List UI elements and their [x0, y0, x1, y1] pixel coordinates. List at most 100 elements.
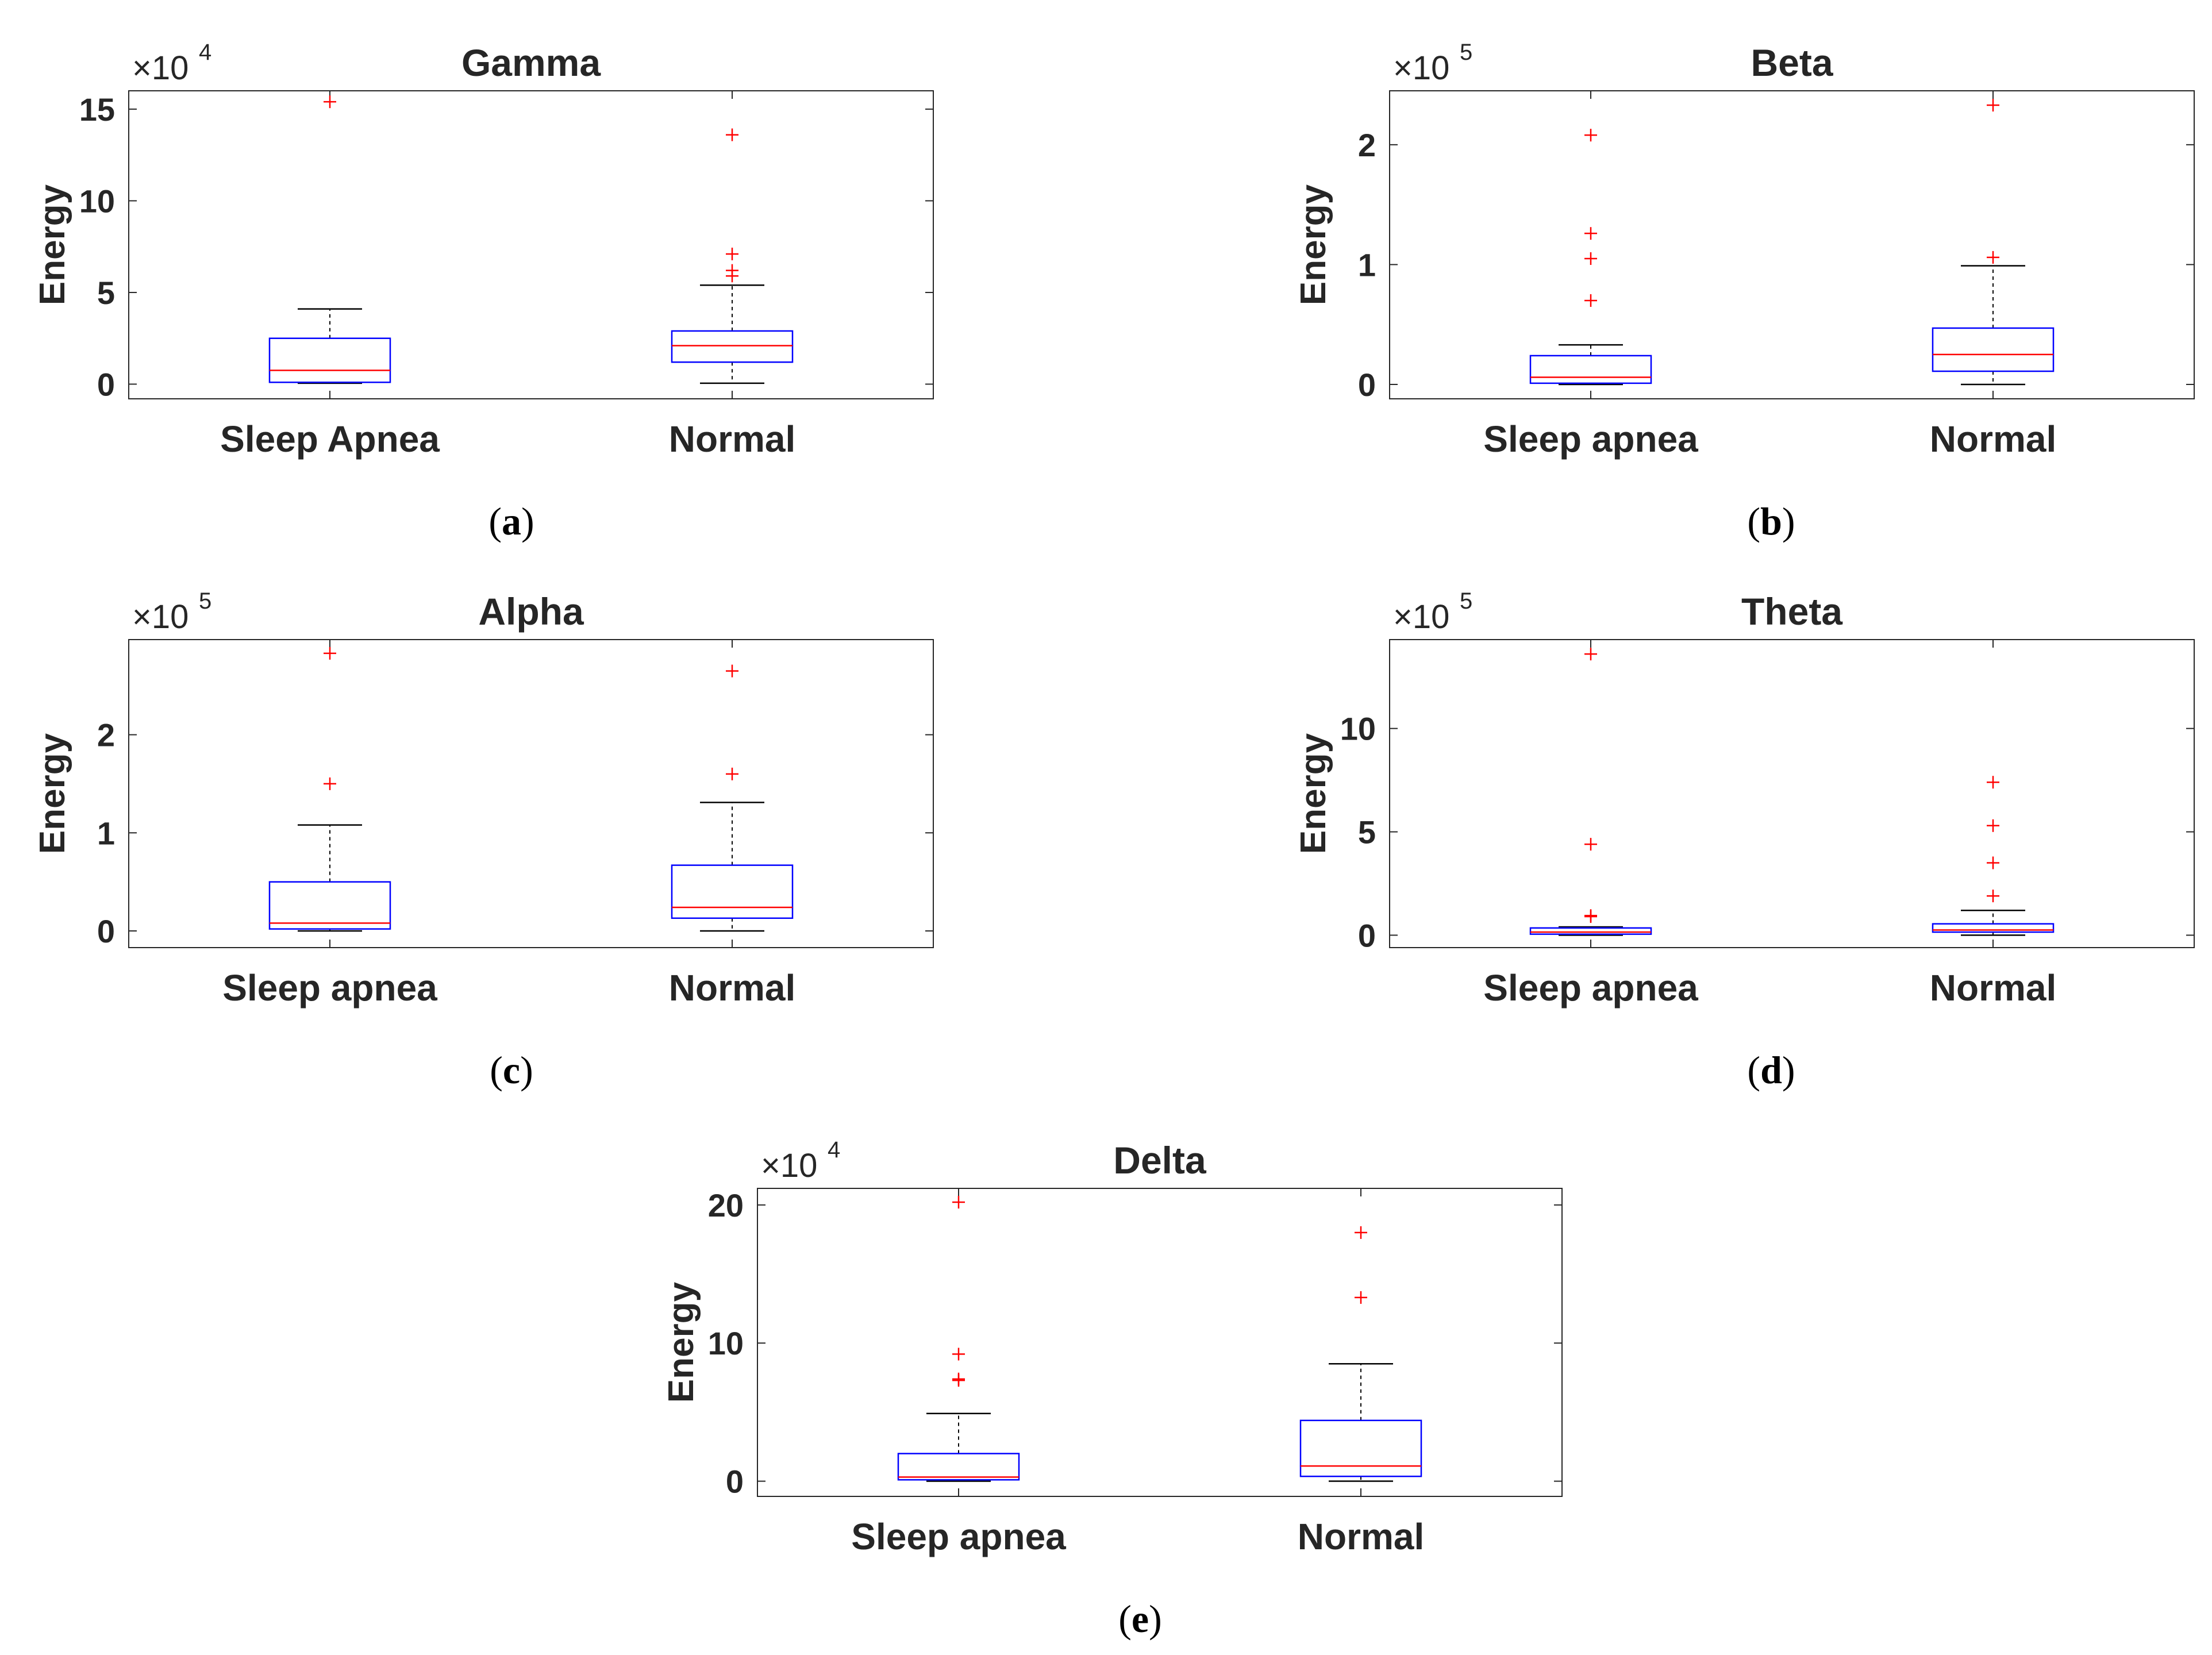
chart-title: Gamma [461, 41, 601, 84]
axis-exponent-power: 5 [1460, 588, 1472, 614]
subplot-b: 0 1 2 Sleep apnea Normal Beta ×10 5 Energy (b) [1294, 40, 2195, 543]
outlier-marker [324, 646, 336, 660]
axis-exponent: ×10 5 [1393, 588, 1472, 636]
outlier-marker [1987, 99, 1999, 112]
plot-area-b [1389, 90, 2195, 399]
y-tick-label: 0 [1358, 367, 1376, 403]
axis-exponent-power: 4 [199, 40, 211, 65]
outlier-marker [1987, 776, 1999, 789]
outlier-marker [324, 777, 336, 790]
caption-paren-open: ( [490, 1048, 503, 1092]
axis-exponent-base: ×10 [1393, 49, 1449, 87]
caption-paren-open: ( [1747, 1048, 1760, 1092]
outlier-marker [1584, 909, 1597, 922]
plot-area-d [1389, 639, 2195, 948]
category-label: Sleep apnea [222, 967, 437, 1009]
category-label: Sleep apnea [851, 1516, 1066, 1557]
caption-paren-close: ) [1782, 499, 1795, 543]
panel-caption: (d) [1747, 1048, 1795, 1092]
box-apnea [1529, 129, 1652, 386]
outlier-marker [1987, 819, 1999, 832]
y-tick-label: 10 [79, 183, 115, 219]
iqr-box [1529, 355, 1652, 384]
box-normal [1932, 776, 2055, 936]
panel-caption: (c) [490, 1048, 533, 1092]
category-label: Normal [1298, 1516, 1425, 1557]
outlier-marker [1584, 227, 1597, 240]
axis-exponent-base: ×10 [132, 49, 188, 87]
chart-title: Alpha [478, 590, 584, 633]
caption-paren-close: ) [520, 1048, 533, 1092]
category-label: Sleep Apnea [220, 418, 440, 460]
subplot-a: 0 5 10 15 Sleep Apnea Normal Gamma ×10 4 Energy (a… [33, 40, 934, 543]
outlier-marker [952, 1196, 965, 1209]
iqr-box [1932, 923, 2055, 933]
box-apnea [897, 1196, 1020, 1482]
box-apnea [268, 95, 391, 384]
box-apnea [268, 646, 391, 932]
iqr-box [1299, 1419, 1422, 1477]
box-apnea [1529, 648, 1652, 936]
subplot-d: 0 5 10 Sleep apnea Normal Theta ×10 5 Energy (d) [1294, 588, 2195, 1092]
outlier-marker [952, 1348, 965, 1361]
y-axis-label: Energy [1294, 184, 1333, 305]
outlier-marker [1987, 856, 1999, 869]
y-tick-label: 10 [1340, 711, 1376, 747]
y-tick-label: 1 [1358, 247, 1376, 283]
outlier-marker [726, 264, 738, 277]
axis-exponent-power: 5 [1460, 40, 1472, 65]
y-tick-label: 5 [1358, 814, 1376, 850]
axis-exponent: ×10 4 [132, 40, 211, 87]
outlier-marker [1584, 294, 1597, 307]
outlier-marker [324, 95, 336, 109]
y-tick-label: 10 [708, 1325, 744, 1361]
caption-letter: e [1132, 1597, 1149, 1641]
y-axis-label: Energy [661, 1281, 701, 1403]
outlier-marker [1987, 251, 1999, 264]
axis-exponent: ×10 5 [1393, 40, 1472, 87]
plot-area-a [128, 90, 934, 399]
plot-area-c [128, 639, 934, 948]
axis-exponent: ×10 4 [761, 1137, 840, 1184]
category-label: Normal [669, 418, 796, 460]
category-label: Normal [669, 967, 796, 1009]
outlier-marker [726, 128, 738, 141]
caption-letter: d [1760, 1048, 1782, 1092]
y-tick-label: 0 [97, 366, 115, 402]
category-label: Sleep apnea [1483, 967, 1698, 1009]
box-normal [1299, 1226, 1422, 1482]
iqr-box [268, 337, 391, 383]
outlier-marker [1584, 838, 1597, 851]
box-normal [671, 128, 794, 384]
caption-paren-open: ( [1118, 1597, 1132, 1641]
outlier-marker [1355, 1291, 1367, 1304]
outlier-marker [726, 247, 738, 260]
panel-caption: (a) [488, 499, 534, 543]
outlier-marker [1987, 890, 1999, 903]
outlier-marker [1584, 648, 1597, 661]
y-tick-label: 2 [1358, 127, 1376, 163]
caption-paren-close: ) [1149, 1597, 1162, 1641]
outlier-marker [726, 767, 738, 780]
y-axis-label: Energy [33, 184, 72, 305]
category-label: Normal [1930, 967, 2057, 1009]
axis-exponent-power: 4 [828, 1137, 840, 1163]
y-tick-label: 0 [1358, 917, 1376, 953]
outlier-marker [1584, 129, 1597, 142]
y-tick-label: 15 [79, 91, 115, 128]
outlier-marker [952, 1372, 965, 1385]
axis-exponent-base: ×10 [761, 1147, 817, 1184]
iqr-box [671, 864, 794, 919]
chart-title: Delta [1113, 1139, 1207, 1181]
plot-area-e [757, 1188, 1563, 1497]
subplot-e: 0 10 20 Sleep apnea Normal Delta ×10 4 Energy (e) [661, 1137, 1563, 1641]
y-tick-label: 2 [97, 717, 115, 753]
y-tick-label: 5 [97, 275, 115, 311]
iqr-box [1529, 927, 1652, 935]
iqr-box [671, 330, 794, 363]
outlier-marker [1355, 1226, 1367, 1239]
caption-letter: a [502, 499, 521, 543]
chart-title: Theta [1741, 590, 1843, 633]
axis-exponent-base: ×10 [1393, 598, 1449, 636]
